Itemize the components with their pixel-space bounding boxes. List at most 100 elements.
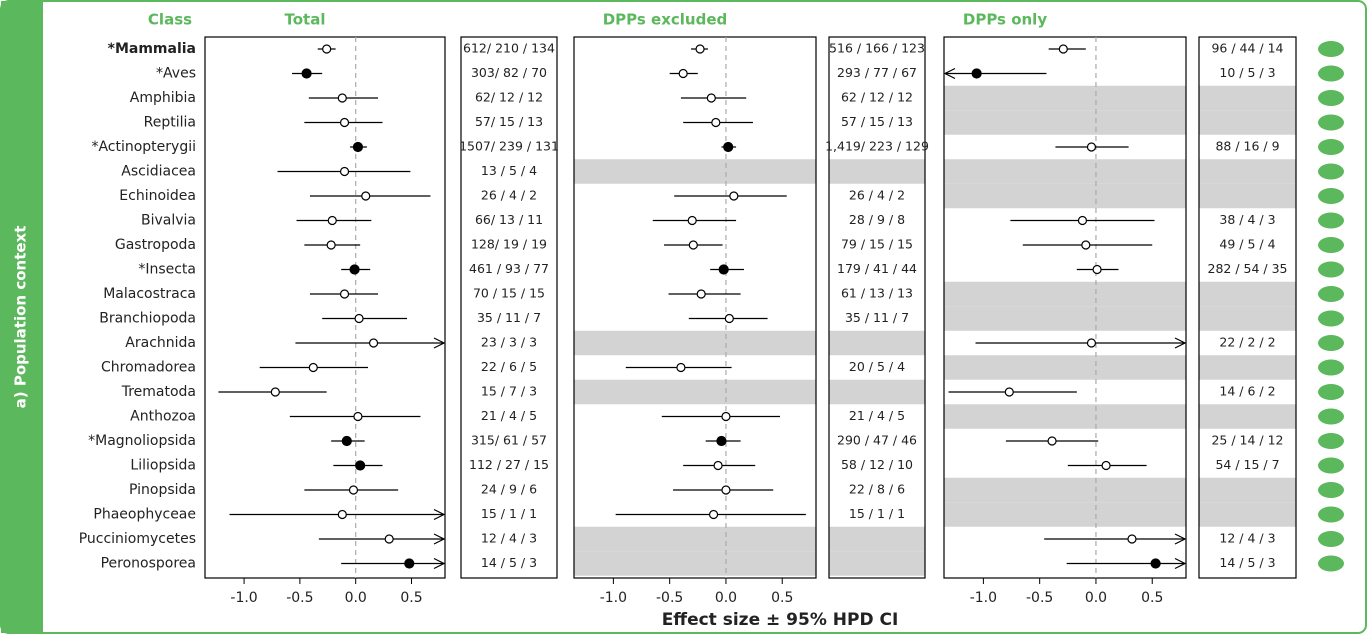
taxon-icon	[1318, 114, 1344, 131]
taxon-icon	[1318, 457, 1344, 474]
category-label: Amphibia	[130, 90, 196, 106]
count-label: 12 / 4 / 3	[481, 531, 537, 546]
missing-row	[1199, 355, 1296, 380]
missing-row	[1199, 110, 1296, 135]
estimate-point	[1077, 215, 1088, 226]
count-label: 22 / 6 / 5	[481, 359, 537, 374]
count-label: 79 / 15 / 15	[841, 237, 913, 252]
estimate-point	[1127, 534, 1137, 544]
count-label: 1,419/ 223 / 129	[825, 139, 929, 154]
missing-row	[574, 526, 816, 552]
count-frame	[828, 36, 926, 579]
count-label: 461 / 93 / 77	[469, 261, 549, 276]
estimate-point	[349, 264, 360, 275]
category-label: Gastropoda	[115, 237, 196, 253]
ci-arrow	[1174, 533, 1187, 545]
taxon-icon	[1318, 212, 1344, 229]
count-label: 112 / 27 / 15	[469, 457, 549, 472]
side-band	[1, 1, 43, 633]
panel-frame	[204, 36, 446, 579]
ci-arrow	[943, 67, 956, 80]
estimate-point	[678, 68, 688, 79]
missing-row	[829, 551, 925, 576]
count-label: 26 / 4 / 2	[481, 188, 537, 203]
x-tick-label: -1.0	[230, 590, 257, 606]
category-label: *Aves	[156, 66, 196, 82]
category-label: Echinoidea	[119, 188, 196, 204]
count-label: 128/ 19 / 19	[471, 237, 547, 252]
taxon-icon	[1318, 65, 1344, 82]
category-label: *Actinopterygii	[91, 139, 196, 155]
x-tick-label: 0.0	[345, 590, 367, 606]
missing-row	[574, 159, 816, 184]
missing-row	[944, 281, 1186, 307]
x-tick-label: 0.5	[400, 590, 422, 606]
missing-row	[1199, 502, 1296, 527]
x-tick-label: 0.0	[715, 590, 737, 606]
x-tick-label: -1.0	[970, 590, 997, 606]
missing-row	[944, 85, 1186, 111]
estimate-point	[708, 509, 719, 520]
estimate-point	[361, 191, 371, 201]
category-label: Pinopsida	[129, 482, 196, 498]
taxon-icon	[1318, 555, 1344, 572]
count-label: 49 / 5 / 4	[1219, 237, 1275, 252]
count-frame	[460, 36, 558, 579]
missing-row	[1199, 85, 1296, 111]
x-tick-label: 0.0	[1085, 590, 1107, 606]
estimate-point	[716, 435, 727, 447]
taxon-icon	[1318, 261, 1344, 278]
estimate-point	[355, 460, 366, 471]
estimate-point	[301, 68, 312, 79]
missing-row	[944, 110, 1186, 135]
taxon-icon	[1318, 359, 1344, 376]
category-label: Malacostraca	[103, 286, 196, 302]
x-tick-label: -0.5	[656, 590, 683, 606]
missing-row	[944, 306, 1186, 331]
estimate-point	[688, 240, 698, 250]
count-label: 15 / 1 / 1	[481, 506, 537, 521]
count-label: 21 / 4 / 5	[481, 408, 537, 423]
count-label: 516 / 166 / 123	[829, 41, 925, 56]
count-label: 57 / 15 / 13	[841, 114, 913, 129]
ci-arrow	[433, 508, 446, 521]
count-label: 35 / 11 / 7	[845, 310, 909, 325]
category-label: Arachnida	[125, 335, 196, 351]
category-label: *Magnoliopsida	[88, 433, 196, 449]
count-frame	[1198, 36, 1297, 579]
count-label: 25 / 14 / 12	[1211, 433, 1283, 448]
estimate-point	[339, 289, 350, 299]
category-label: Peronosporea	[101, 556, 196, 572]
taxon-icon	[1318, 90, 1344, 106]
count-label: 54 / 15 / 7	[1215, 457, 1279, 472]
taxon-icon	[1318, 286, 1344, 302]
y-label: a) Population context	[12, 226, 30, 409]
estimate-point	[404, 558, 415, 569]
estimate-point	[337, 509, 347, 520]
count-label: 315/ 61 / 57	[471, 433, 547, 448]
count-label: 62 / 12 / 12	[841, 90, 913, 105]
estimate-point	[711, 117, 721, 128]
estimate-point	[354, 313, 364, 324]
count-label: 35 / 11 / 7	[477, 310, 541, 325]
count-label: 28 / 9 / 8	[849, 212, 905, 227]
x-label: Effect size ± 95% HPD CI	[662, 610, 899, 630]
estimate-point	[1047, 436, 1057, 446]
missing-row	[829, 526, 925, 552]
count-label: 61 / 13 / 13	[841, 286, 913, 301]
category-label: Liliopsida	[130, 458, 196, 474]
count-label: 293 / 77 / 67	[837, 65, 917, 80]
estimate-point	[339, 117, 350, 128]
estimate-point	[339, 166, 350, 177]
count-label: 38 / 4 / 3	[1219, 212, 1275, 227]
taxon-icon	[1318, 482, 1344, 498]
count-label: 88 / 16 / 9	[1215, 139, 1279, 154]
missing-row	[574, 551, 816, 576]
estimate-point	[327, 215, 337, 226]
count-label: 22 / 8 / 6	[849, 482, 905, 497]
ci-arrow	[433, 533, 446, 545]
estimate-point	[1150, 558, 1161, 569]
estimate-point	[724, 313, 734, 324]
missing-row	[1199, 477, 1296, 503]
